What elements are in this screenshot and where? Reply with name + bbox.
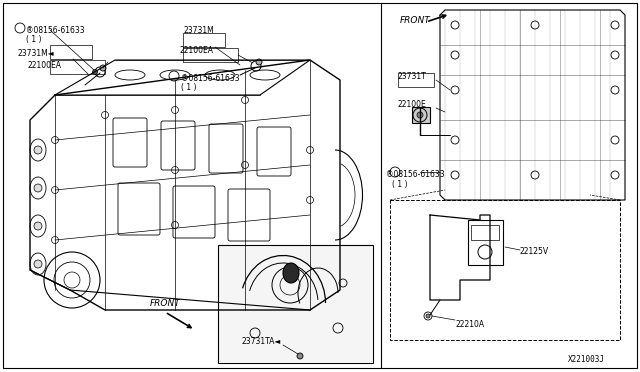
Text: 23731M◄: 23731M◄	[18, 49, 54, 58]
Bar	[50, 45, 92, 59]
Circle shape	[34, 260, 42, 268]
Bar	[219, 246, 372, 362]
Text: 23731M: 23731M	[183, 26, 214, 35]
Text: ( 1 ): ( 1 )	[26, 35, 42, 44]
Bar	[468, 220, 503, 265]
Text: 22210A: 22210A	[455, 320, 484, 329]
Circle shape	[100, 65, 106, 71]
Bar	[390, 200, 620, 340]
Bar	[183, 33, 225, 47]
Bar	[471, 225, 499, 240]
Circle shape	[426, 314, 430, 318]
Circle shape	[417, 112, 423, 118]
Circle shape	[297, 353, 303, 359]
Bar	[50, 60, 105, 74]
Bar	[398, 73, 434, 87]
Text: 22100EA: 22100EA	[28, 61, 62, 70]
Bar	[218, 245, 373, 363]
Bar	[183, 48, 238, 62]
Circle shape	[34, 146, 42, 154]
Text: FRONT: FRONT	[400, 16, 431, 25]
Text: 22100EA: 22100EA	[180, 46, 214, 55]
Text: FRONT: FRONT	[150, 299, 180, 308]
Text: ( 1 ): ( 1 )	[181, 83, 196, 92]
Text: 23731TA◄: 23731TA◄	[242, 337, 281, 346]
Circle shape	[256, 59, 262, 65]
Circle shape	[93, 70, 97, 74]
Bar	[412, 107, 430, 123]
Circle shape	[34, 184, 42, 192]
Text: ( 1 ): ( 1 )	[392, 180, 408, 189]
Text: 23731T: 23731T	[398, 72, 427, 81]
Text: ®08156-61633: ®08156-61633	[26, 26, 84, 35]
Text: ®08156-61633: ®08156-61633	[181, 74, 239, 83]
Ellipse shape	[283, 263, 299, 283]
Text: 22100E: 22100E	[398, 100, 427, 109]
Text: X221003J: X221003J	[568, 355, 605, 364]
Text: ®08156-61633: ®08156-61633	[386, 170, 445, 179]
Circle shape	[34, 222, 42, 230]
Text: 22125V: 22125V	[520, 247, 549, 256]
